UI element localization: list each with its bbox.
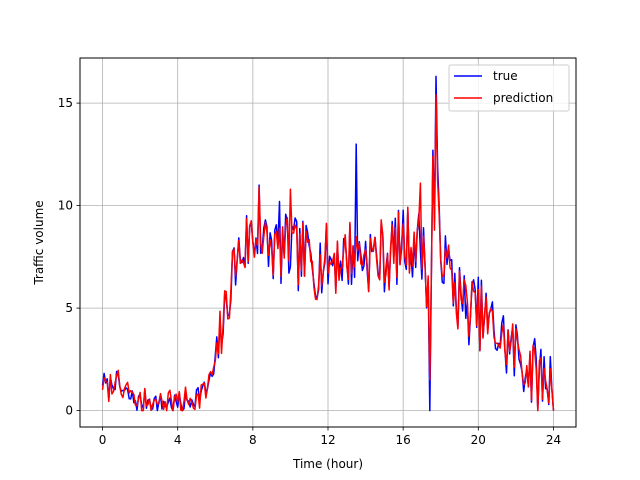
legend-label-true: true (493, 69, 518, 83)
x-tick-label: 0 (99, 433, 107, 447)
axis-ticks: 0 4 8 12 16 20 24 0 5 10 15 (58, 96, 561, 447)
y-axis-label: Traffic volume (32, 200, 46, 285)
x-tick-label: 16 (396, 433, 411, 447)
series-line-true (101, 75, 555, 412)
y-tick-label: 5 (65, 301, 73, 315)
y-tick-label: 15 (58, 96, 73, 110)
x-tick-label: 12 (320, 433, 335, 447)
x-axis-label: Time (hour) (292, 457, 363, 471)
series-line-prediction (101, 94, 555, 412)
x-tick-label: 24 (546, 433, 561, 447)
x-tick-label: 20 (471, 433, 486, 447)
x-tick-label: 4 (174, 433, 182, 447)
plot-lines (101, 75, 555, 412)
y-tick-label: 0 (65, 404, 73, 418)
y-tick-label: 10 (58, 199, 73, 213)
x-tick-label: 8 (249, 433, 257, 447)
legend: true prediction (448, 64, 570, 112)
legend-label-prediction: prediction (493, 91, 553, 105)
